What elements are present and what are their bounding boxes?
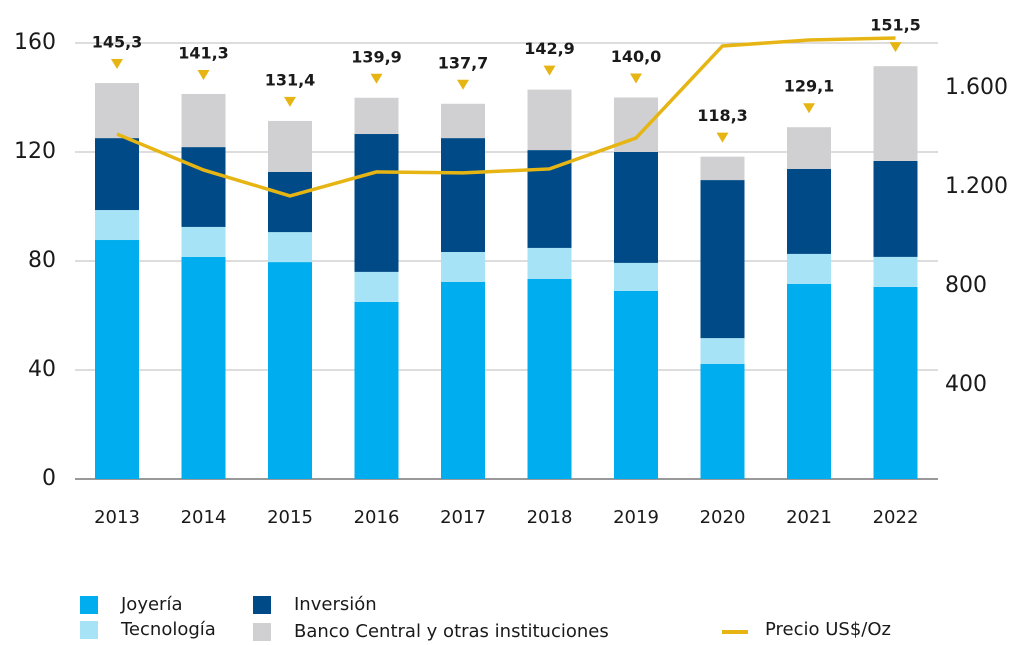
bar-segment bbox=[95, 240, 139, 479]
legend-swatch bbox=[80, 596, 98, 614]
total-marker bbox=[543, 65, 556, 76]
x-tick-label: 2013 bbox=[94, 507, 140, 528]
bar-segment bbox=[441, 252, 485, 282]
bar-segment bbox=[95, 210, 139, 241]
bar-segment bbox=[181, 93, 226, 148]
bar-segment bbox=[527, 89, 572, 151]
bar-segment bbox=[95, 83, 139, 139]
total-marker bbox=[197, 69, 210, 80]
bar-segment bbox=[700, 156, 745, 181]
bar-segment bbox=[614, 152, 658, 263]
x-tick-label: 2015 bbox=[267, 507, 313, 528]
bar-segment bbox=[787, 127, 831, 169]
bar-segment bbox=[873, 256, 918, 287]
y-tick-label: 80 bbox=[28, 248, 56, 273]
bar-segment bbox=[354, 271, 399, 302]
total-label: 137,7 bbox=[438, 53, 489, 72]
bar-segment bbox=[441, 138, 485, 253]
bar-segment bbox=[354, 97, 399, 135]
x-tick-label: 2017 bbox=[440, 507, 486, 528]
bar-segment bbox=[441, 103, 485, 139]
bar-segment bbox=[95, 138, 139, 211]
total-marker bbox=[457, 79, 469, 90]
legend-label: Joyería bbox=[120, 594, 182, 615]
bar-segment bbox=[614, 262, 658, 291]
y-tick-label: 120 bbox=[14, 139, 56, 164]
bar-segment bbox=[873, 286, 918, 479]
total-label: 131,4 bbox=[265, 70, 316, 89]
bar-segment bbox=[787, 168, 831, 254]
bar-segment bbox=[441, 281, 485, 479]
y2-tick-label: 1.600 bbox=[945, 75, 1008, 100]
total-marker bbox=[111, 59, 123, 70]
price-line bbox=[116, 36, 896, 198]
total-marker bbox=[284, 96, 296, 107]
y2-tick-label: 400 bbox=[945, 372, 987, 397]
x-tick-label: 2018 bbox=[527, 507, 573, 528]
total-label: 141,3 bbox=[178, 43, 229, 62]
bar-segment bbox=[181, 147, 226, 227]
bar-segment bbox=[787, 283, 831, 479]
total-label: 142,9 bbox=[524, 39, 575, 58]
total-marker bbox=[889, 42, 902, 53]
legend-swatch bbox=[253, 596, 271, 614]
total-label: 145,3 bbox=[92, 33, 143, 52]
y-tick-label: 40 bbox=[28, 357, 56, 382]
bar-segment bbox=[268, 120, 312, 172]
legend-label: Precio US$/Oz bbox=[765, 619, 891, 640]
x-tick-label: 2020 bbox=[700, 507, 746, 528]
bar-segment bbox=[268, 262, 312, 479]
legend-label: Banco Central y otras instituciones bbox=[294, 621, 609, 642]
total-label: 140,0 bbox=[611, 47, 662, 66]
total-marker bbox=[803, 103, 815, 114]
bar-segment bbox=[181, 226, 226, 257]
total-label: 151,5 bbox=[870, 16, 921, 35]
x-tick-label: 2019 bbox=[613, 507, 659, 528]
x-tick-label: 2014 bbox=[181, 507, 227, 528]
bar-segment bbox=[181, 256, 226, 479]
bar-segment bbox=[700, 364, 745, 479]
total-marker bbox=[630, 73, 642, 84]
x-tick-label: 2021 bbox=[786, 507, 832, 528]
legend-swatch bbox=[253, 623, 271, 641]
bar-segment bbox=[354, 301, 399, 479]
total-marker bbox=[716, 132, 729, 143]
bar-segment bbox=[873, 66, 918, 161]
legend-swatch bbox=[80, 621, 98, 639]
bar-segment bbox=[614, 290, 658, 479]
total-label: 139,9 bbox=[351, 47, 402, 66]
x-tick-label: 2022 bbox=[873, 507, 919, 528]
bar-segment bbox=[700, 338, 745, 365]
total-label: 118,3 bbox=[697, 106, 748, 125]
bar-segment bbox=[268, 171, 312, 233]
bar-segment bbox=[700, 180, 745, 339]
y-tick-label: 0 bbox=[42, 466, 56, 491]
bar-segment bbox=[527, 278, 572, 479]
bar-segment bbox=[527, 150, 572, 248]
bar-segment bbox=[268, 232, 312, 263]
total-label: 129,1 bbox=[784, 77, 835, 96]
legend-label: Inversión bbox=[294, 594, 377, 615]
y2-tick-label: 800 bbox=[945, 273, 987, 298]
bar-segment bbox=[354, 134, 399, 272]
bar-segment bbox=[787, 253, 831, 284]
y2-tick-label: 1.200 bbox=[945, 174, 1008, 199]
bar-segment bbox=[527, 247, 572, 279]
x-tick-label: 2016 bbox=[354, 507, 400, 528]
y-tick-label: 160 bbox=[14, 30, 56, 55]
legend-label: Tecnología bbox=[120, 619, 216, 640]
total-marker bbox=[370, 73, 383, 84]
bar-segment bbox=[873, 160, 918, 257]
